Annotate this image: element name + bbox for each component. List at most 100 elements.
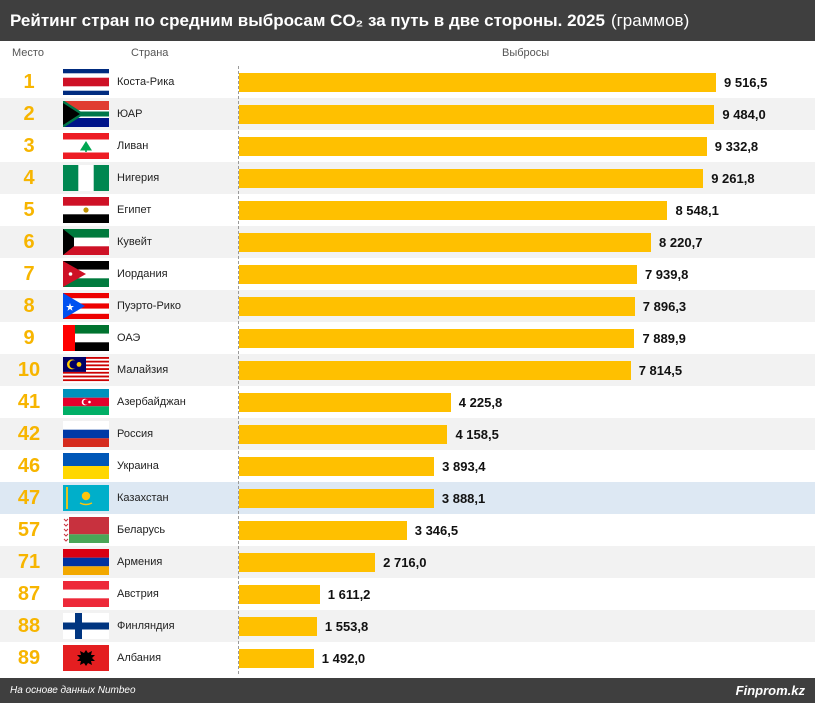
- austria-flag-icon: [63, 581, 109, 607]
- albania-flag-icon: [63, 645, 109, 671]
- malaysia-flag-icon: [63, 357, 109, 383]
- value-label: 7 814,5: [638, 362, 683, 378]
- country-label: Беларусь: [117, 524, 166, 536]
- country-label: Египет: [117, 204, 152, 216]
- country-label: ЮАР: [117, 108, 143, 120]
- chart-rows: 1 Коста-Рика 9 516,5 2 ЮАР 9 484,0 3 Ливан 9 332…: [0, 66, 815, 674]
- country-label: Ливан: [117, 140, 149, 152]
- column-header-country: Страна: [131, 47, 169, 59]
- country-label: Иордания: [117, 268, 168, 280]
- axis-baseline: [238, 66, 239, 674]
- table-row: 42 Россия 4 158,5: [0, 418, 815, 450]
- value-label: 7 889,9: [642, 330, 686, 346]
- table-row: 10 Малайзия 7 814,5: [0, 354, 815, 386]
- source-note: На основе данных Numbeo: [10, 685, 136, 696]
- country-label: Нигерия: [117, 172, 160, 184]
- country-label: Албания: [117, 652, 162, 664]
- bar: [239, 137, 707, 156]
- rank-label: 6: [23, 230, 35, 253]
- bar: [239, 105, 715, 124]
- bar: [239, 585, 320, 604]
- rank-label: 7: [23, 262, 35, 285]
- table-row: 2 ЮАР 9 484,0: [0, 98, 815, 130]
- country-label: Азербайджан: [117, 396, 186, 408]
- kuwait-flag-icon: [63, 229, 109, 255]
- azerbaijan-flag-icon: [63, 389, 109, 415]
- country-label: Казахстан: [117, 492, 169, 504]
- value-label: 1 611,2: [327, 586, 371, 602]
- rank-label: 3: [23, 134, 35, 157]
- bar: [239, 521, 407, 540]
- value-label: 3 888,1: [441, 490, 486, 506]
- nigeria-flag-icon: [63, 165, 109, 191]
- rank-label: 88: [17, 614, 41, 637]
- bar: [239, 425, 448, 444]
- egypt-flag-icon: [63, 197, 109, 223]
- rank-label: 42: [17, 422, 41, 445]
- table-row: 4 Нигерия 9 261,8: [0, 162, 815, 194]
- bar: [239, 169, 704, 188]
- armenia-flag-icon: [63, 549, 109, 575]
- bar: [239, 297, 635, 316]
- value-label: 8 220,7: [659, 234, 703, 250]
- country-label: ОАЭ: [117, 332, 141, 344]
- bar: [239, 393, 451, 412]
- value-label: 9 516,5: [724, 74, 768, 90]
- bar: [239, 329, 635, 348]
- chart-title: Рейтинг стран по средним выбросам CO₂ за…: [10, 10, 605, 30]
- country-label: Кувейт: [117, 236, 152, 248]
- table-row: 41 Азербайджан 4 225,8: [0, 386, 815, 418]
- table-row: 1 Коста-Рика 9 516,5: [0, 66, 815, 98]
- rank-label: 1: [23, 70, 35, 93]
- costa-rica-flag-icon: [63, 69, 109, 95]
- lebanon-flag-icon: [63, 133, 109, 159]
- bar: [239, 649, 314, 668]
- bar: [239, 265, 637, 284]
- rank-label: 57: [17, 518, 41, 541]
- country-label: Украина: [117, 460, 159, 472]
- rank-label: 9: [23, 326, 35, 349]
- table-row: 71 Армения 2 716,0: [0, 546, 815, 578]
- rank-label: 2: [23, 102, 35, 125]
- value-label: 1 492,0: [321, 650, 366, 666]
- rank-label: 87: [17, 582, 41, 605]
- value-label: 7 896,3: [642, 298, 687, 314]
- bar: [239, 233, 652, 252]
- value-label: 9 484,0: [722, 106, 766, 122]
- country-label: Пуэрто-Рико: [117, 300, 182, 312]
- table-row: 6 Кувейт 8 220,7: [0, 226, 815, 258]
- table-row: 57 Беларусь 3 346,5: [0, 514, 815, 546]
- table-row: 5 Египет 8 548,1: [0, 194, 815, 226]
- rank-label: 47: [17, 486, 41, 509]
- country-label: Малайзия: [117, 364, 169, 376]
- brand-logo: Finprom.kz: [735, 683, 805, 698]
- value-label: 3 346,5: [414, 522, 459, 538]
- country-label: Армения: [117, 556, 163, 568]
- kazakhstan-flag-icon: [63, 485, 109, 511]
- rank-label: 41: [17, 390, 41, 413]
- uae-flag-icon: [63, 325, 109, 351]
- rank-label: 4: [23, 166, 35, 189]
- table-row: 8 Пуэрто-Рико 7 896,3: [0, 290, 815, 322]
- value-label: 4 158,5: [455, 426, 499, 442]
- table-row: 88 Финляндия 1 553,8: [0, 610, 815, 642]
- chart-unit: (граммов): [610, 10, 690, 30]
- puerto-rico-flag-icon: [63, 293, 109, 319]
- bar: [239, 553, 376, 572]
- rank-label: 89: [17, 646, 41, 669]
- table-row: 9 ОАЭ 7 889,9: [0, 322, 815, 354]
- table-row: 87 Австрия 1 611,2: [0, 578, 815, 610]
- value-label: 8 548,1: [675, 202, 719, 218]
- bar: [239, 73, 716, 92]
- table-row: 46 Украина 3 893,4: [0, 450, 815, 482]
- ukraine-flag-icon: [63, 453, 109, 479]
- bar: [239, 361, 631, 380]
- table-row: 89 Албания 1 492,0: [0, 642, 815, 674]
- chart-title-bar: Рейтинг стран по средним выбросам CO₂ за…: [0, 0, 815, 41]
- bar: [239, 457, 435, 476]
- jordan-flag-icon: [63, 261, 109, 287]
- belarus-flag-icon: [63, 517, 109, 543]
- bar: [239, 617, 317, 636]
- column-header-value: Выбросы: [502, 47, 550, 59]
- bar: [239, 489, 434, 508]
